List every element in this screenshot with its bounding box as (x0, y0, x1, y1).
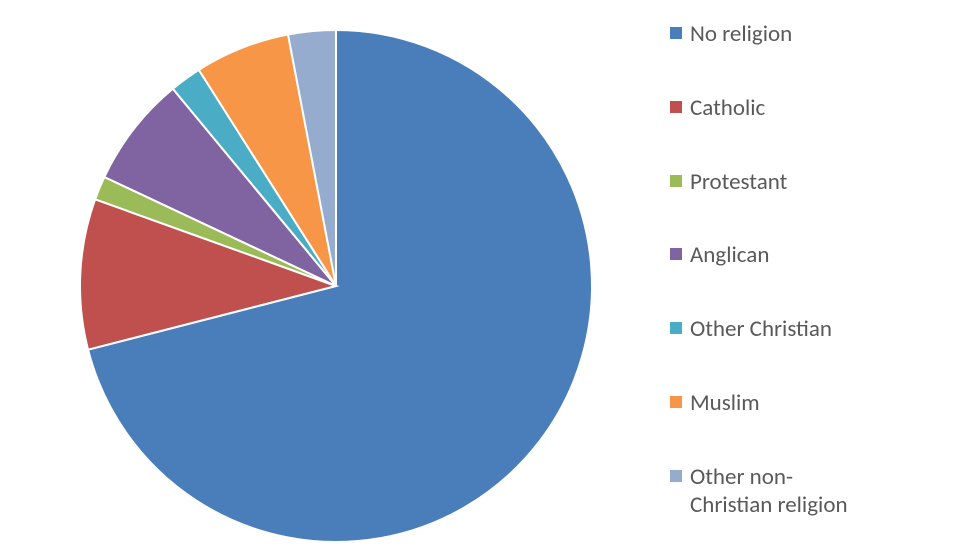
legend-item: Muslim (670, 389, 848, 418)
pie-chart (76, 26, 596, 549)
legend-swatch (670, 396, 682, 408)
legend-label: Other non- Christian religion (690, 463, 848, 521)
legend-swatch (670, 322, 682, 334)
legend-label: No religion (690, 20, 792, 49)
legend: No religion Catholic Protestant Anglican Oth… (670, 20, 848, 520)
legend-item: Catholic (670, 94, 848, 123)
legend-swatch (670, 101, 682, 113)
legend-label: Anglican (690, 241, 769, 270)
legend-item: Anglican (670, 241, 848, 270)
legend-item: Protestant (670, 168, 848, 197)
legend-item: Other non- Christian religion (670, 463, 848, 521)
legend-swatch (670, 248, 682, 260)
legend-label: Muslim (690, 389, 760, 418)
legend-swatch (670, 470, 682, 482)
legend-label: Other Christian (690, 315, 832, 344)
legend-swatch (670, 27, 682, 39)
chart-stage: No religion Catholic Protestant Anglican Oth… (0, 0, 976, 549)
legend-item: No religion (670, 20, 848, 49)
legend-item: Other Christian (670, 315, 848, 344)
legend-label: Catholic (690, 94, 765, 123)
legend-label: Protestant (690, 168, 787, 197)
legend-swatch (670, 175, 682, 187)
